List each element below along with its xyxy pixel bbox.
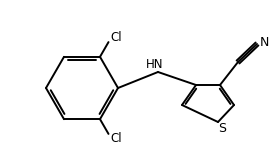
Text: Cl: Cl xyxy=(110,132,122,145)
Text: S: S xyxy=(218,122,226,136)
Text: Cl: Cl xyxy=(110,31,122,44)
Text: HN: HN xyxy=(146,58,164,72)
Text: N: N xyxy=(259,36,269,49)
